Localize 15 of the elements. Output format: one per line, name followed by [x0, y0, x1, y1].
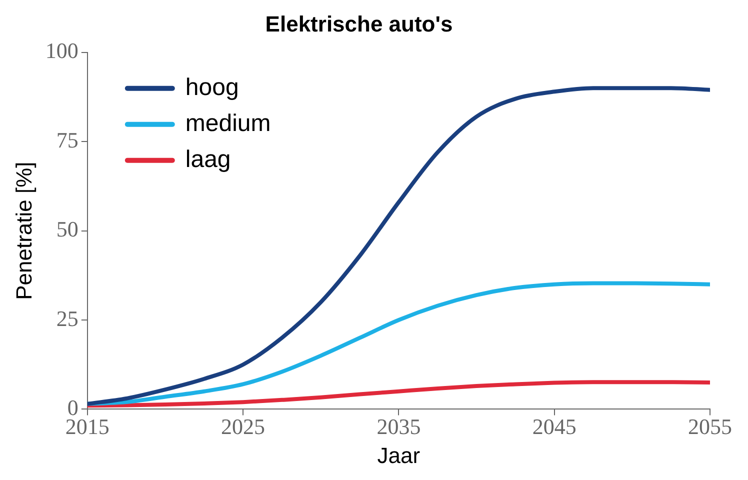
y-axis-title: Penetratie [%]	[11, 162, 36, 300]
legend-label: medium	[185, 110, 271, 138]
x-axis-title: Jaar	[377, 442, 420, 468]
x-tick-label: 2055	[688, 414, 732, 440]
chart-title: Elektrische auto's	[265, 11, 453, 36]
x-tick-label: 2025	[221, 414, 266, 440]
legend-label: hoog	[185, 74, 239, 102]
y-tick-label: 100	[45, 38, 78, 64]
y-tick-label: 75	[56, 127, 78, 152]
line-series	[87, 281, 710, 406]
y-tick-label: 25	[56, 306, 78, 331]
y-tick-label: 50	[56, 216, 78, 242]
legend-label: laag	[185, 146, 231, 174]
x-tick-label: 2045	[532, 414, 576, 440]
x-tick-label: 2035	[376, 414, 421, 440]
